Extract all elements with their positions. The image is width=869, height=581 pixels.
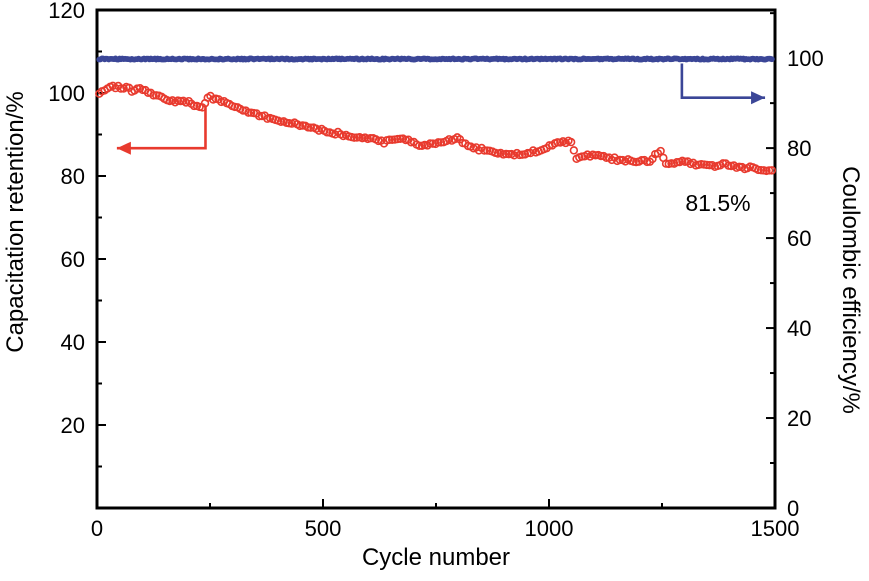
- x-tick-label: 1500: [751, 516, 800, 541]
- callout-arrow-retention: [116, 106, 207, 155]
- y-right-tick-label: 40: [787, 316, 811, 341]
- callout-arrow-efficiency: [680, 63, 766, 105]
- y-right-tick-label: 0: [787, 496, 799, 521]
- y-left-tick-label: 80: [61, 164, 85, 189]
- y-left-tick-label: 60: [61, 247, 85, 272]
- tick-labels: 0 500 1000 1500 20 40 60 80 100 120 0 20 40 60 80 100: [48, 0, 823, 541]
- series-retention: [95, 81, 777, 176]
- x-tick-label: 1000: [525, 516, 574, 541]
- x-tick-label: 0: [91, 516, 103, 541]
- y-axis-label-left: Capacitation retention/%: [2, 91, 29, 353]
- y-right-tick-label: 80: [787, 136, 811, 161]
- annotation-retention-value: 81.5%: [685, 190, 751, 216]
- y-right-tick-label: 20: [787, 406, 811, 431]
- y-right-tick-label: 60: [787, 226, 811, 251]
- y-axis-label-right: Coulombic efficiency/%: [837, 166, 864, 414]
- x-tick-label: 500: [305, 516, 342, 541]
- y-left-tick-label: 20: [61, 413, 85, 438]
- y-left-tick-label: 40: [61, 330, 85, 355]
- axis-ticks: [96, 9, 776, 509]
- y-left-tick-label: 120: [48, 0, 85, 23]
- plot-frame: [95, 8, 777, 510]
- y-right-tick-label: 100: [787, 46, 824, 71]
- arrowhead-efficiency: [751, 91, 766, 105]
- series-efficiency: [96, 55, 775, 63]
- y-left-tick-label: 100: [48, 81, 85, 106]
- arrowhead-retention: [116, 141, 131, 155]
- x-axis-label: Cycle number: [361, 544, 511, 571]
